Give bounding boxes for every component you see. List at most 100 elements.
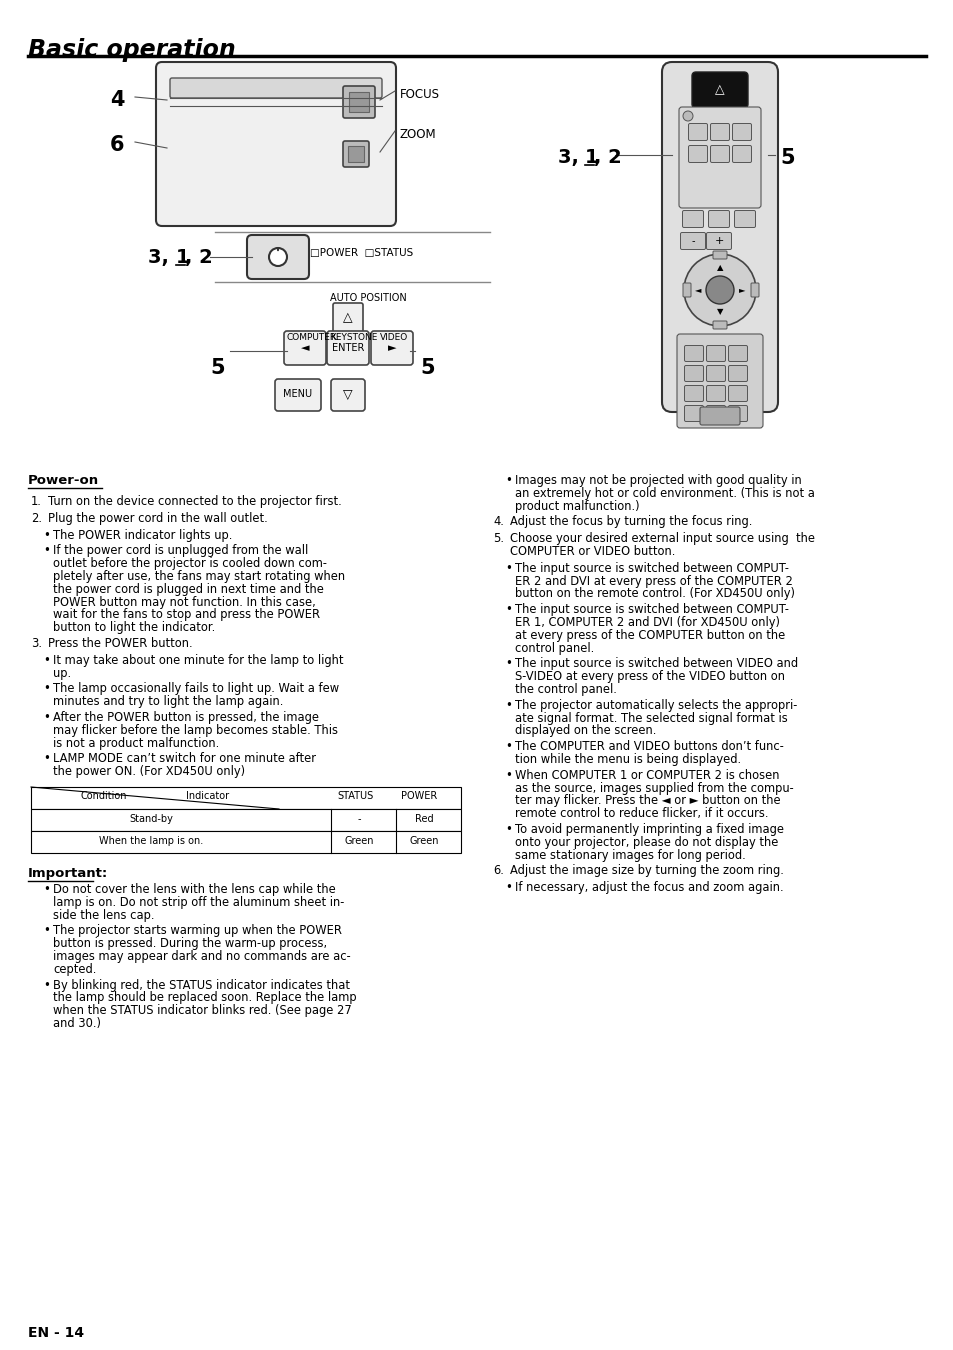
Text: is not a product malfunction.: is not a product malfunction.	[53, 737, 219, 749]
Text: •: •	[504, 824, 512, 836]
Text: tion while the menu is being displayed.: tion while the menu is being displayed.	[515, 753, 740, 765]
Text: outlet before the projector is cooled down com-: outlet before the projector is cooled do…	[53, 558, 327, 570]
Text: After the POWER button is pressed, the image: After the POWER button is pressed, the i…	[53, 711, 318, 724]
Text: •: •	[43, 653, 50, 667]
Text: Adjust the image size by turning the zoom ring.: Adjust the image size by turning the zoo…	[510, 864, 783, 878]
Text: ER 2 and DVI at every press of the COMPUTER 2: ER 2 and DVI at every press of the COMPU…	[515, 575, 792, 587]
Text: The input source is switched between VIDEO and: The input source is switched between VID…	[515, 657, 798, 671]
Text: ◄: ◄	[694, 285, 700, 294]
Text: Do not cover the lens with the lens cap while the: Do not cover the lens with the lens cap …	[53, 883, 335, 896]
Text: It may take about one minute for the lamp to light: It may take about one minute for the lam…	[53, 653, 343, 667]
Text: •: •	[504, 699, 512, 711]
Text: cepted.: cepted.	[53, 963, 96, 976]
FancyBboxPatch shape	[343, 86, 375, 117]
FancyBboxPatch shape	[710, 123, 729, 140]
Circle shape	[705, 275, 733, 304]
FancyBboxPatch shape	[684, 405, 702, 421]
Text: •: •	[504, 562, 512, 575]
Text: FOCUS: FOCUS	[399, 88, 439, 101]
FancyBboxPatch shape	[247, 235, 309, 279]
Text: MENU: MENU	[283, 389, 313, 400]
Text: The POWER indicator lights up.: The POWER indicator lights up.	[53, 529, 233, 541]
FancyBboxPatch shape	[706, 346, 724, 362]
Text: LAMP MODE can’t switch for one minute after: LAMP MODE can’t switch for one minute af…	[53, 752, 315, 765]
Text: •: •	[43, 979, 50, 992]
Text: Power-on: Power-on	[28, 474, 99, 487]
FancyBboxPatch shape	[734, 211, 755, 228]
Text: 6: 6	[110, 135, 125, 155]
Text: COMPUTER or VIDEO button.: COMPUTER or VIDEO button.	[510, 545, 675, 558]
Text: △: △	[715, 84, 724, 96]
FancyBboxPatch shape	[348, 146, 364, 162]
Text: 3,: 3,	[558, 148, 585, 167]
Text: +: +	[714, 236, 723, 246]
FancyBboxPatch shape	[371, 331, 413, 364]
Text: Important:: Important:	[28, 867, 108, 880]
FancyBboxPatch shape	[728, 386, 747, 401]
Text: Green: Green	[344, 836, 374, 846]
FancyBboxPatch shape	[170, 78, 381, 99]
Text: remote control to reduce flicker, if it occurs.: remote control to reduce flicker, if it …	[515, 807, 768, 821]
Text: •: •	[43, 544, 50, 558]
Text: lamp is on. Do not strip off the aluminum sheet in-: lamp is on. Do not strip off the aluminu…	[53, 896, 344, 909]
Text: When COMPUTER 1 or COMPUTER 2 is chosen: When COMPUTER 1 or COMPUTER 2 is chosen	[515, 768, 779, 782]
Circle shape	[269, 248, 287, 266]
Text: up.: up.	[53, 667, 71, 679]
FancyBboxPatch shape	[728, 346, 747, 362]
Text: •: •	[43, 883, 50, 896]
FancyBboxPatch shape	[728, 405, 747, 421]
Text: and 30.): and 30.)	[53, 1017, 101, 1030]
Text: ate signal format. The selected signal format is: ate signal format. The selected signal f…	[515, 711, 787, 725]
FancyBboxPatch shape	[688, 123, 707, 140]
Text: pletely after use, the fans may start rotating when: pletely after use, the fans may start ro…	[53, 570, 345, 583]
Text: Press the POWER button.: Press the POWER button.	[48, 637, 193, 649]
Text: -: -	[691, 236, 694, 246]
Text: Adjust the focus by turning the focus ring.: Adjust the focus by turning the focus ri…	[510, 516, 752, 528]
FancyBboxPatch shape	[677, 333, 762, 428]
Text: displayed on the screen.: displayed on the screen.	[515, 725, 656, 737]
Text: Images may not be projected with good quality in: Images may not be projected with good qu…	[515, 474, 801, 487]
Text: Stand-by: Stand-by	[129, 814, 172, 824]
Text: •: •	[504, 740, 512, 753]
FancyBboxPatch shape	[679, 232, 705, 250]
Circle shape	[682, 111, 692, 122]
Text: Red: Red	[415, 814, 433, 824]
Text: •: •	[504, 603, 512, 616]
Text: •: •	[504, 768, 512, 782]
Text: Indicator: Indicator	[186, 791, 229, 801]
FancyBboxPatch shape	[684, 346, 702, 362]
Bar	[30, 787, 460, 809]
Text: AUTO POSITION: AUTO POSITION	[330, 293, 406, 302]
Text: POWER: POWER	[400, 791, 436, 801]
Text: •: •	[43, 682, 50, 695]
Text: button on the remote control. (For XD450U only): button on the remote control. (For XD450…	[515, 587, 794, 601]
Circle shape	[683, 254, 755, 325]
Text: 1: 1	[175, 248, 190, 267]
Text: ER 1, COMPUTER 2 and DVI (for XD450U only): ER 1, COMPUTER 2 and DVI (for XD450U onl…	[515, 616, 780, 629]
FancyBboxPatch shape	[728, 366, 747, 382]
Text: as the source, images supplied from the compu-: as the source, images supplied from the …	[515, 782, 793, 795]
Text: Plug the power cord in the wall outlet.: Plug the power cord in the wall outlet.	[48, 512, 268, 525]
Text: If the power cord is unplugged from the wall: If the power cord is unplugged from the …	[53, 544, 308, 558]
FancyBboxPatch shape	[331, 379, 365, 410]
Text: same stationary images for long period.: same stationary images for long period.	[515, 849, 745, 861]
Text: images may appear dark and no commands are ac-: images may appear dark and no commands a…	[53, 950, 351, 963]
Text: button is pressed. During the warm-up process,: button is pressed. During the warm-up pr…	[53, 937, 327, 950]
FancyBboxPatch shape	[688, 146, 707, 162]
Text: 1.: 1.	[30, 495, 42, 508]
Text: •: •	[43, 529, 50, 541]
Text: □POWER  □STATUS: □POWER □STATUS	[310, 248, 413, 258]
FancyBboxPatch shape	[706, 232, 731, 250]
Text: , 2: , 2	[594, 148, 621, 167]
Text: •: •	[504, 657, 512, 671]
Text: The input source is switched between COMPUT-: The input source is switched between COM…	[515, 603, 788, 616]
Text: ▽: ▽	[343, 387, 353, 401]
Text: 4.: 4.	[493, 516, 503, 528]
FancyBboxPatch shape	[343, 140, 369, 167]
Bar	[30, 809, 460, 832]
FancyBboxPatch shape	[706, 366, 724, 382]
FancyBboxPatch shape	[700, 406, 740, 425]
Text: △: △	[343, 312, 353, 324]
Text: The projector starts warming up when the POWER: The projector starts warming up when the…	[53, 925, 341, 937]
Text: VIDEO: VIDEO	[379, 333, 408, 342]
